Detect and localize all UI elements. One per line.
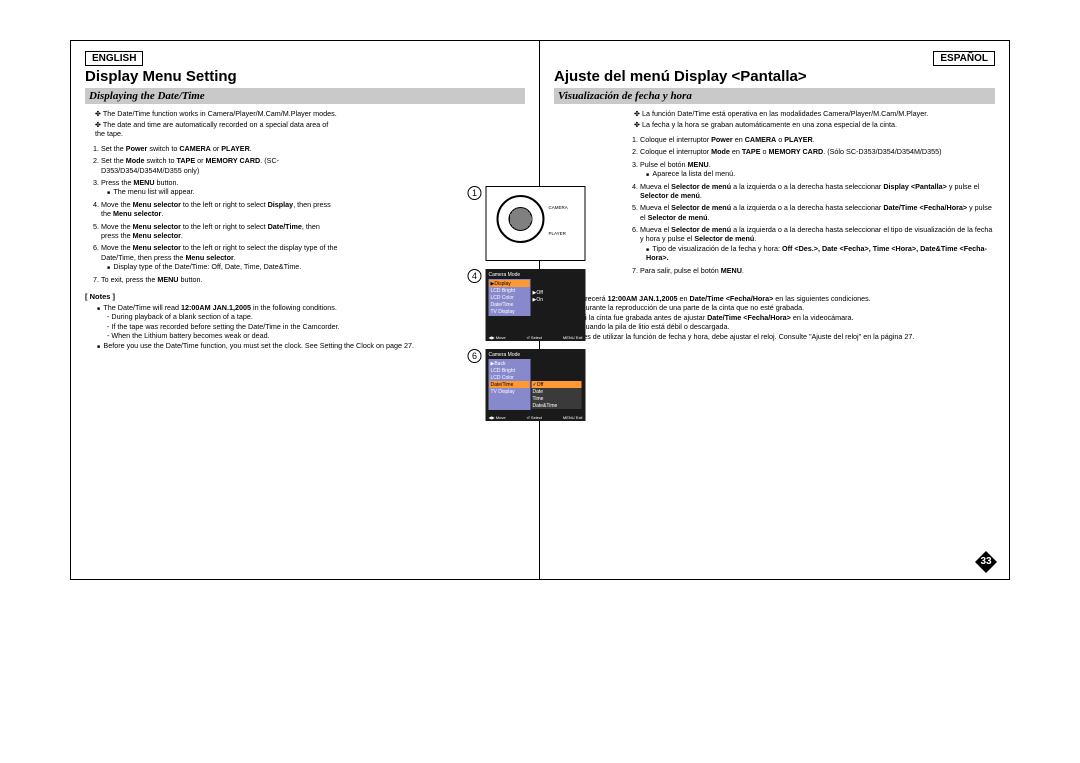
dial-camera-label: CAMERA — [549, 205, 568, 210]
lcd4-item: Date/Time — [490, 301, 530, 308]
lcd6-opt: Time — [532, 395, 582, 402]
title-english: Display Menu Setting — [85, 68, 525, 85]
lcd-screen-4: Camera Mode ▶Display LCD Bright LCD Colo… — [486, 269, 586, 341]
lcd4-val: ▶Off — [532, 289, 582, 296]
fig6-number: 6 — [468, 349, 482, 363]
lcd6-opt: Date&Time — [532, 402, 582, 409]
lcd4-item: TV Display — [490, 308, 530, 315]
fig1-number: 1 — [468, 186, 482, 200]
intro-english: The Date/Time function works in Camera/P… — [85, 109, 338, 138]
lcd4-section: ▶Display — [490, 280, 530, 287]
figure-6: 6 Camera Mode ▶Back LCD Bright LCD Color… — [468, 349, 613, 421]
lcd6-opt: Date — [532, 388, 582, 395]
steps-spanish: Coloque el interruptor Power en CAMERA o… — [624, 135, 995, 275]
subtitle-english: Displaying the Date/Time — [85, 88, 525, 104]
lcd6-header: Camera Mode — [489, 352, 521, 358]
steps-english: Set the Power switch to CAMERA or PLAYER… — [85, 144, 338, 284]
subtitle-spanish: Visualización de fecha y hora — [554, 88, 995, 104]
lang-english: ENGLISH — [85, 51, 143, 66]
notes-heading-english: [ Notes ] — [85, 292, 525, 301]
figure-1: 1 CAMERA PLAYER — [468, 186, 613, 261]
lcd4-val: ▶On — [532, 296, 582, 303]
lcd4-item: LCD Bright — [490, 287, 530, 294]
lcd6-item: LCD Bright — [490, 367, 530, 374]
lcd4-header: Camera Mode — [489, 272, 521, 278]
notes-heading-spanish: [ Notas ] — [554, 283, 995, 292]
figure-4: 4 Camera Mode ▶Display LCD Bright LCD Co… — [468, 269, 613, 341]
lcd4-foot: ◀▶ Move — [489, 335, 506, 340]
lcd4-foot: MENU Exit — [563, 335, 583, 340]
lcd6-item: Date/Time — [490, 381, 530, 388]
page-number: 33 — [975, 551, 997, 573]
lcd4-foot: ⏎ Select — [526, 335, 542, 340]
notes-english: The Date/Time will read 12:00AM JAN.1,20… — [85, 303, 525, 350]
lcd6-opt: ✓Off — [532, 381, 582, 388]
title-spanish: Ajuste del menú Display <Pantalla> — [554, 68, 995, 85]
lcd6-section: ▶Back — [490, 360, 530, 367]
notes-spanish: Aparecerá 12:00AM JAN.1,2005 en Date/Tim… — [554, 294, 995, 341]
lcd6-item: TV Display — [490, 388, 530, 395]
fig4-number: 4 — [468, 269, 482, 283]
dial-player-label: PLAYER — [549, 231, 566, 236]
lcd6-item: LCD Color — [490, 374, 530, 381]
center-figures: 1 CAMERA PLAYER 4 Camera Mode ▶Display L… — [468, 186, 613, 429]
manual-page: ENGLISH Display Menu Setting Displaying … — [70, 40, 1010, 580]
lcd6-foot: ⏎ Select — [526, 415, 542, 420]
lcd6-foot: ◀▶ Move — [489, 415, 506, 420]
lcd4-item: LCD Color — [490, 294, 530, 301]
intro-spanish: La función Date/Time está operativa en l… — [624, 109, 995, 129]
lang-spanish: ESPAÑOL — [933, 51, 995, 66]
lcd-screen-6: Camera Mode ▶Back LCD Bright LCD Color D… — [486, 349, 586, 421]
lcd6-foot: MENU Exit — [563, 415, 583, 420]
power-dial-illustration: CAMERA PLAYER — [486, 186, 586, 261]
